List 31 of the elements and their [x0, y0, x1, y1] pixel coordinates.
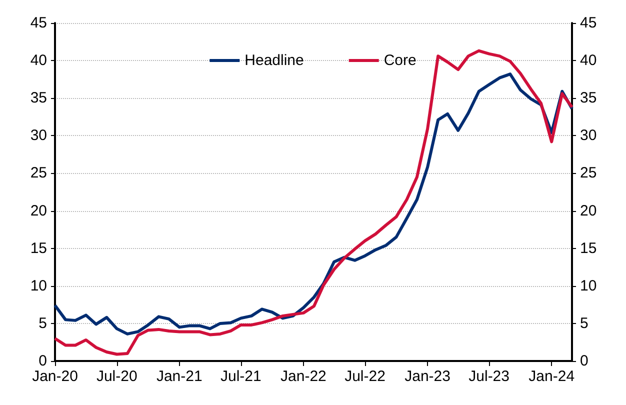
- y-tick-label: 40: [30, 52, 47, 70]
- y2-tick-label: 5: [580, 314, 588, 332]
- y2-tick-label: 10: [580, 277, 597, 294]
- x-tick-label: Jan-24: [528, 368, 575, 385]
- y-tick-label: 0: [38, 352, 47, 370]
- x-tick-label: Jan-20: [32, 368, 78, 385]
- y2-tick-label: 30: [580, 127, 597, 144]
- y-tick-label: 45: [30, 14, 47, 32]
- y2-tick-label: 45: [580, 14, 597, 32]
- x-tick-label: Jul-21: [220, 368, 262, 385]
- x-tick-label: Jan-21: [156, 368, 202, 385]
- x-tick-label: Jul-23: [468, 368, 510, 385]
- y2-tick-label: 15: [580, 240, 597, 257]
- legend-label: Headline: [244, 52, 304, 69]
- y2-tick-label: 20: [580, 202, 597, 220]
- y-tick-label: 10: [30, 277, 47, 294]
- x-tick-label: Jan-23: [404, 368, 450, 385]
- y-tick-label: 30: [30, 127, 47, 144]
- y2-tick-label: 0: [580, 352, 588, 370]
- x-tick-label: Jan-22: [280, 368, 326, 385]
- y2-tick-label: 40: [580, 52, 597, 70]
- y-tick-label: 25: [30, 164, 47, 182]
- y-tick-label: 15: [30, 240, 47, 257]
- x-tick-label: Jul-22: [344, 368, 386, 385]
- y2-tick-label: 35: [580, 90, 597, 107]
- y-tick-label: 5: [38, 314, 47, 332]
- y-tick-label: 35: [30, 90, 47, 107]
- x-tick-label: Jul-20: [96, 368, 138, 385]
- y2-tick-label: 25: [580, 164, 597, 182]
- y-tick-label: 20: [30, 202, 47, 220]
- legend-label: Core: [384, 52, 416, 69]
